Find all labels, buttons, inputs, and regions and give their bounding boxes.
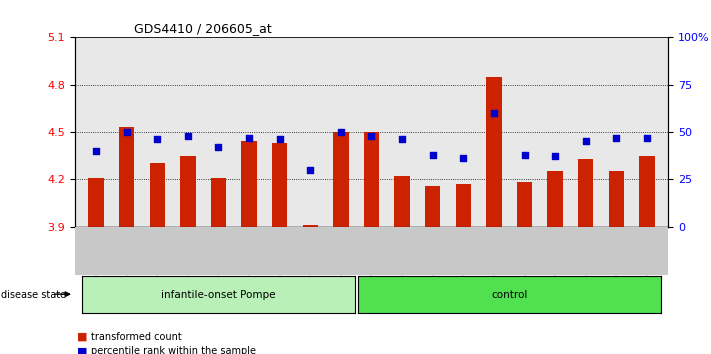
Bar [486, 76, 501, 227]
Point [580, 138, 592, 144]
Point [365, 133, 377, 138]
Bar [272, 143, 287, 227]
Point [427, 152, 439, 158]
Bar [425, 185, 440, 227]
Point [611, 135, 622, 141]
Text: ■: ■ [77, 332, 87, 342]
Bar [456, 184, 471, 227]
Bar [149, 164, 165, 227]
Point [397, 137, 408, 142]
Point [90, 148, 102, 154]
Bar [364, 132, 379, 227]
Point [274, 137, 285, 142]
Bar [333, 132, 348, 227]
Point [641, 135, 653, 141]
Point [550, 154, 561, 159]
Bar [578, 159, 594, 227]
Text: GDS4410 / 206605_at: GDS4410 / 206605_at [134, 22, 272, 35]
Bar [303, 225, 318, 227]
Bar [242, 141, 257, 227]
Text: ■: ■ [77, 346, 87, 354]
Point [121, 129, 132, 135]
Text: control: control [491, 290, 528, 300]
Bar [395, 176, 410, 227]
Bar [609, 171, 624, 227]
Point [304, 167, 316, 173]
Point [151, 137, 163, 142]
Point [213, 144, 224, 150]
Text: disease state: disease state [1, 290, 67, 299]
Point [182, 133, 193, 138]
Point [335, 129, 346, 135]
Point [458, 155, 469, 161]
Bar [547, 171, 563, 227]
Bar [88, 178, 104, 227]
Bar [211, 178, 226, 227]
Bar [180, 155, 196, 227]
Bar [639, 155, 655, 227]
Bar [119, 127, 134, 227]
Point [488, 110, 500, 116]
Bar [517, 182, 532, 227]
Text: transformed count: transformed count [91, 332, 182, 342]
Text: infantile-onset Pompe: infantile-onset Pompe [161, 290, 276, 300]
Point [519, 152, 530, 158]
Text: percentile rank within the sample: percentile rank within the sample [91, 346, 256, 354]
Point [243, 135, 255, 141]
